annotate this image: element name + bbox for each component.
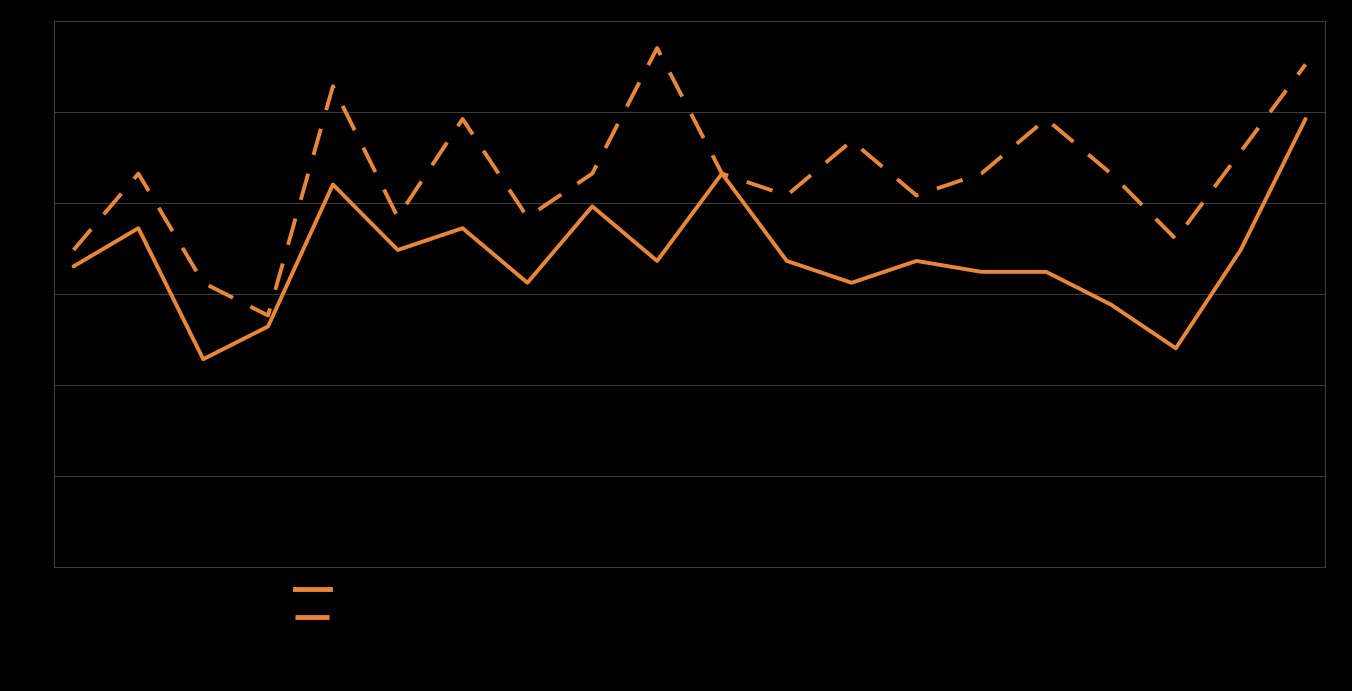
- Legend: , : ,: [289, 578, 339, 631]
